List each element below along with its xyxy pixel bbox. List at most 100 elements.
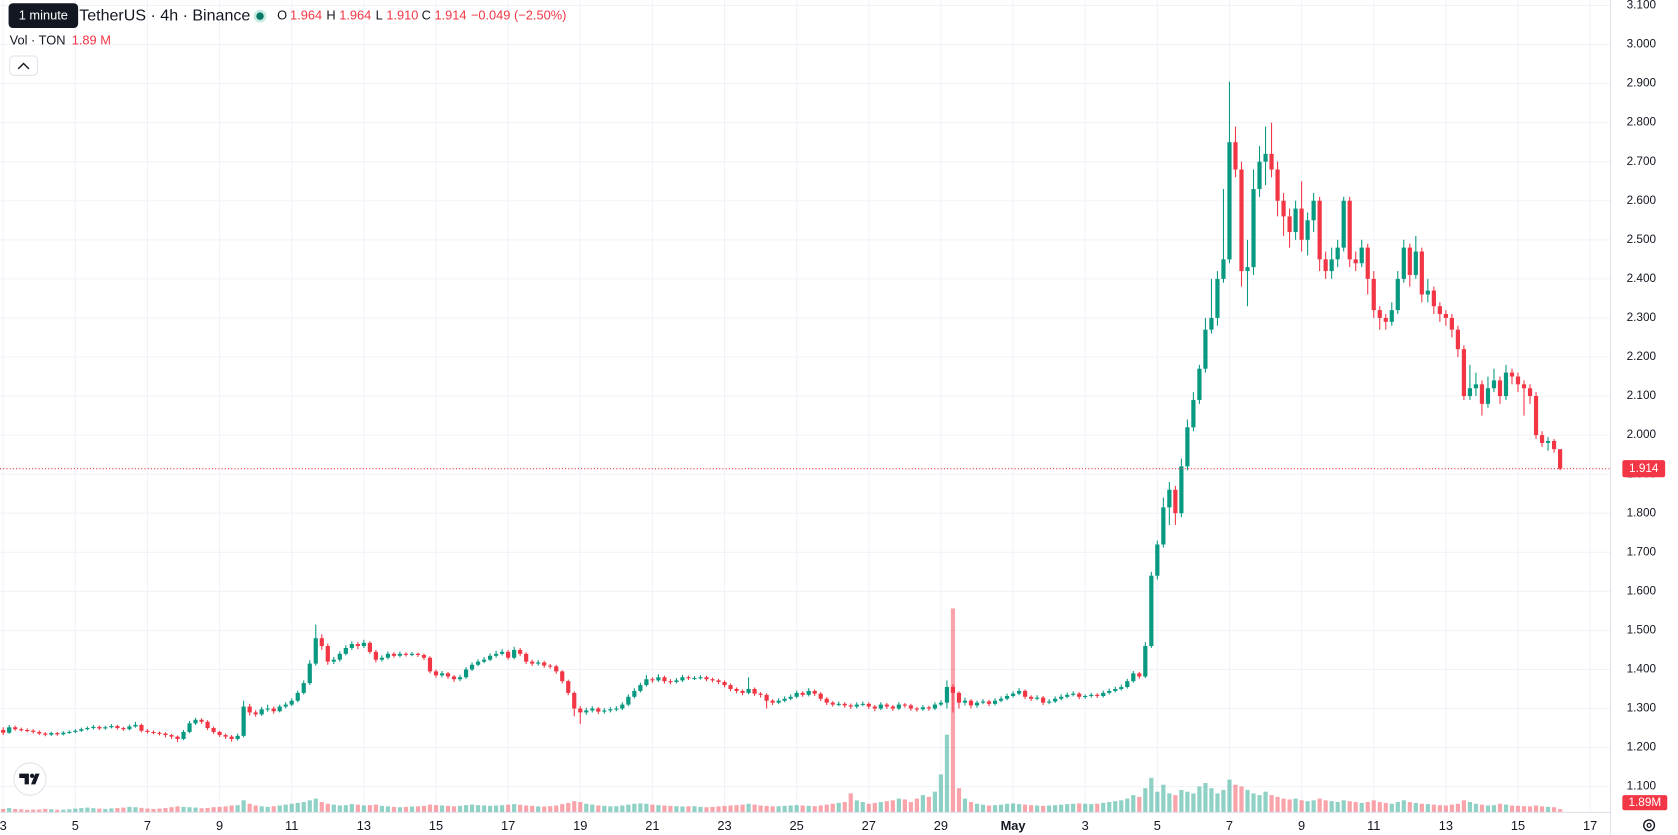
volume-bar — [572, 801, 577, 813]
volume-bar — [608, 806, 613, 813]
volume-bar — [259, 806, 264, 813]
volume-bar — [13, 808, 18, 813]
volume-bar — [457, 805, 463, 813]
candle-body — [710, 679, 715, 681]
grid — [0, 0, 1611, 813]
candle-body — [253, 712, 258, 715]
candle-body — [1233, 142, 1238, 170]
volume-bar — [163, 808, 168, 813]
y-tick-label: 2.300 — [1627, 310, 1657, 324]
logo-badge[interactable] — [13, 762, 47, 796]
y-tick-label: 3.000 — [1627, 37, 1657, 51]
volume-bar — [1353, 802, 1358, 813]
volume-bar — [451, 806, 457, 813]
settings-icon[interactable] — [1643, 819, 1656, 832]
volume-bar — [776, 806, 781, 813]
volume-bar — [854, 800, 859, 813]
volume-legend-label: Vol · TON — [10, 32, 66, 47]
volume-bar — [734, 805, 739, 813]
candle-body — [794, 692, 799, 697]
candle-body — [319, 638, 324, 647]
volume-bar — [1077, 803, 1082, 813]
volume-bar — [1022, 804, 1028, 813]
candle-body — [1047, 701, 1052, 703]
candle-body — [746, 688, 751, 693]
volume-bar — [1401, 800, 1406, 813]
legend-key: O — [277, 8, 287, 23]
candle-body — [169, 735, 174, 737]
last-volume-label: 1.89M — [1628, 795, 1661, 809]
volume-bar — [1377, 802, 1382, 813]
candle-body — [1083, 696, 1088, 698]
volume-bar — [1383, 802, 1388, 813]
volume-bar — [1149, 777, 1154, 813]
volume-bar — [584, 803, 589, 813]
x-tick-label: 13 — [1439, 818, 1453, 833]
volume-bar — [1437, 805, 1442, 813]
volume-bar — [103, 808, 108, 813]
volume-bar — [818, 805, 823, 813]
candle-body — [361, 642, 366, 647]
candle-body — [1545, 440, 1551, 443]
volume-bar — [127, 806, 132, 813]
candle-body — [337, 653, 342, 660]
candle-body — [247, 706, 252, 713]
candle-body — [121, 728, 126, 730]
candle-body — [1401, 247, 1406, 279]
collapse-button[interactable] — [9, 55, 38, 76]
candle-body — [1185, 427, 1190, 467]
candle-body — [1221, 259, 1226, 279]
volume-bar — [205, 807, 210, 813]
candle-body — [1028, 696, 1034, 699]
volume-bar — [1341, 800, 1346, 813]
candle-body — [109, 726, 114, 728]
candle-body — [818, 693, 823, 699]
volume-bar — [397, 807, 403, 813]
volume-bar — [379, 805, 384, 813]
volume-bar — [500, 805, 505, 813]
volume-bar — [722, 805, 727, 813]
candle-body — [650, 679, 655, 681]
legend-key: C — [422, 8, 431, 23]
legend-key: H — [326, 8, 335, 23]
volume-bar — [1395, 802, 1400, 813]
candle-body — [259, 709, 264, 715]
candle-body — [716, 680, 721, 682]
candle-body — [1371, 278, 1376, 311]
candle-body — [1101, 692, 1106, 697]
candle-body — [680, 677, 685, 681]
volume-bar — [1161, 784, 1166, 813]
volume-bar — [812, 806, 817, 813]
volume-bar — [578, 802, 583, 813]
candle-body — [1335, 247, 1340, 260]
volume-bar — [830, 803, 835, 813]
volume-bar — [1059, 804, 1064, 813]
candle-body — [608, 709, 613, 711]
x-tick-label: 5 — [72, 818, 79, 833]
candle-body — [704, 677, 709, 680]
volume-bar — [920, 795, 926, 813]
volume-bar — [614, 806, 619, 813]
candle-body — [415, 653, 421, 656]
volume-bar — [337, 805, 342, 813]
volume-bar — [680, 806, 685, 813]
symbol-title[interactable]: TetherUS · 4h · Binance — [79, 6, 250, 24]
volume-bar — [866, 803, 871, 813]
candle-body — [1425, 290, 1430, 295]
volume-bar — [962, 798, 968, 813]
volume-bar — [674, 806, 679, 813]
volume-bar — [512, 804, 517, 813]
candle-body — [1347, 200, 1352, 260]
y-tick-label: 1.700 — [1627, 544, 1657, 558]
candle-body — [662, 677, 667, 682]
volume-bar — [650, 804, 655, 813]
candle-body — [1010, 693, 1016, 697]
candle-body — [656, 677, 661, 681]
volume-bar — [19, 809, 24, 813]
candle-body — [211, 728, 216, 732]
candle-body — [373, 651, 378, 660]
candle-body — [740, 690, 745, 693]
candle-body — [1521, 384, 1527, 389]
legend-value: 1.964 — [290, 8, 322, 23]
y-tick-label: 2.400 — [1627, 271, 1657, 285]
